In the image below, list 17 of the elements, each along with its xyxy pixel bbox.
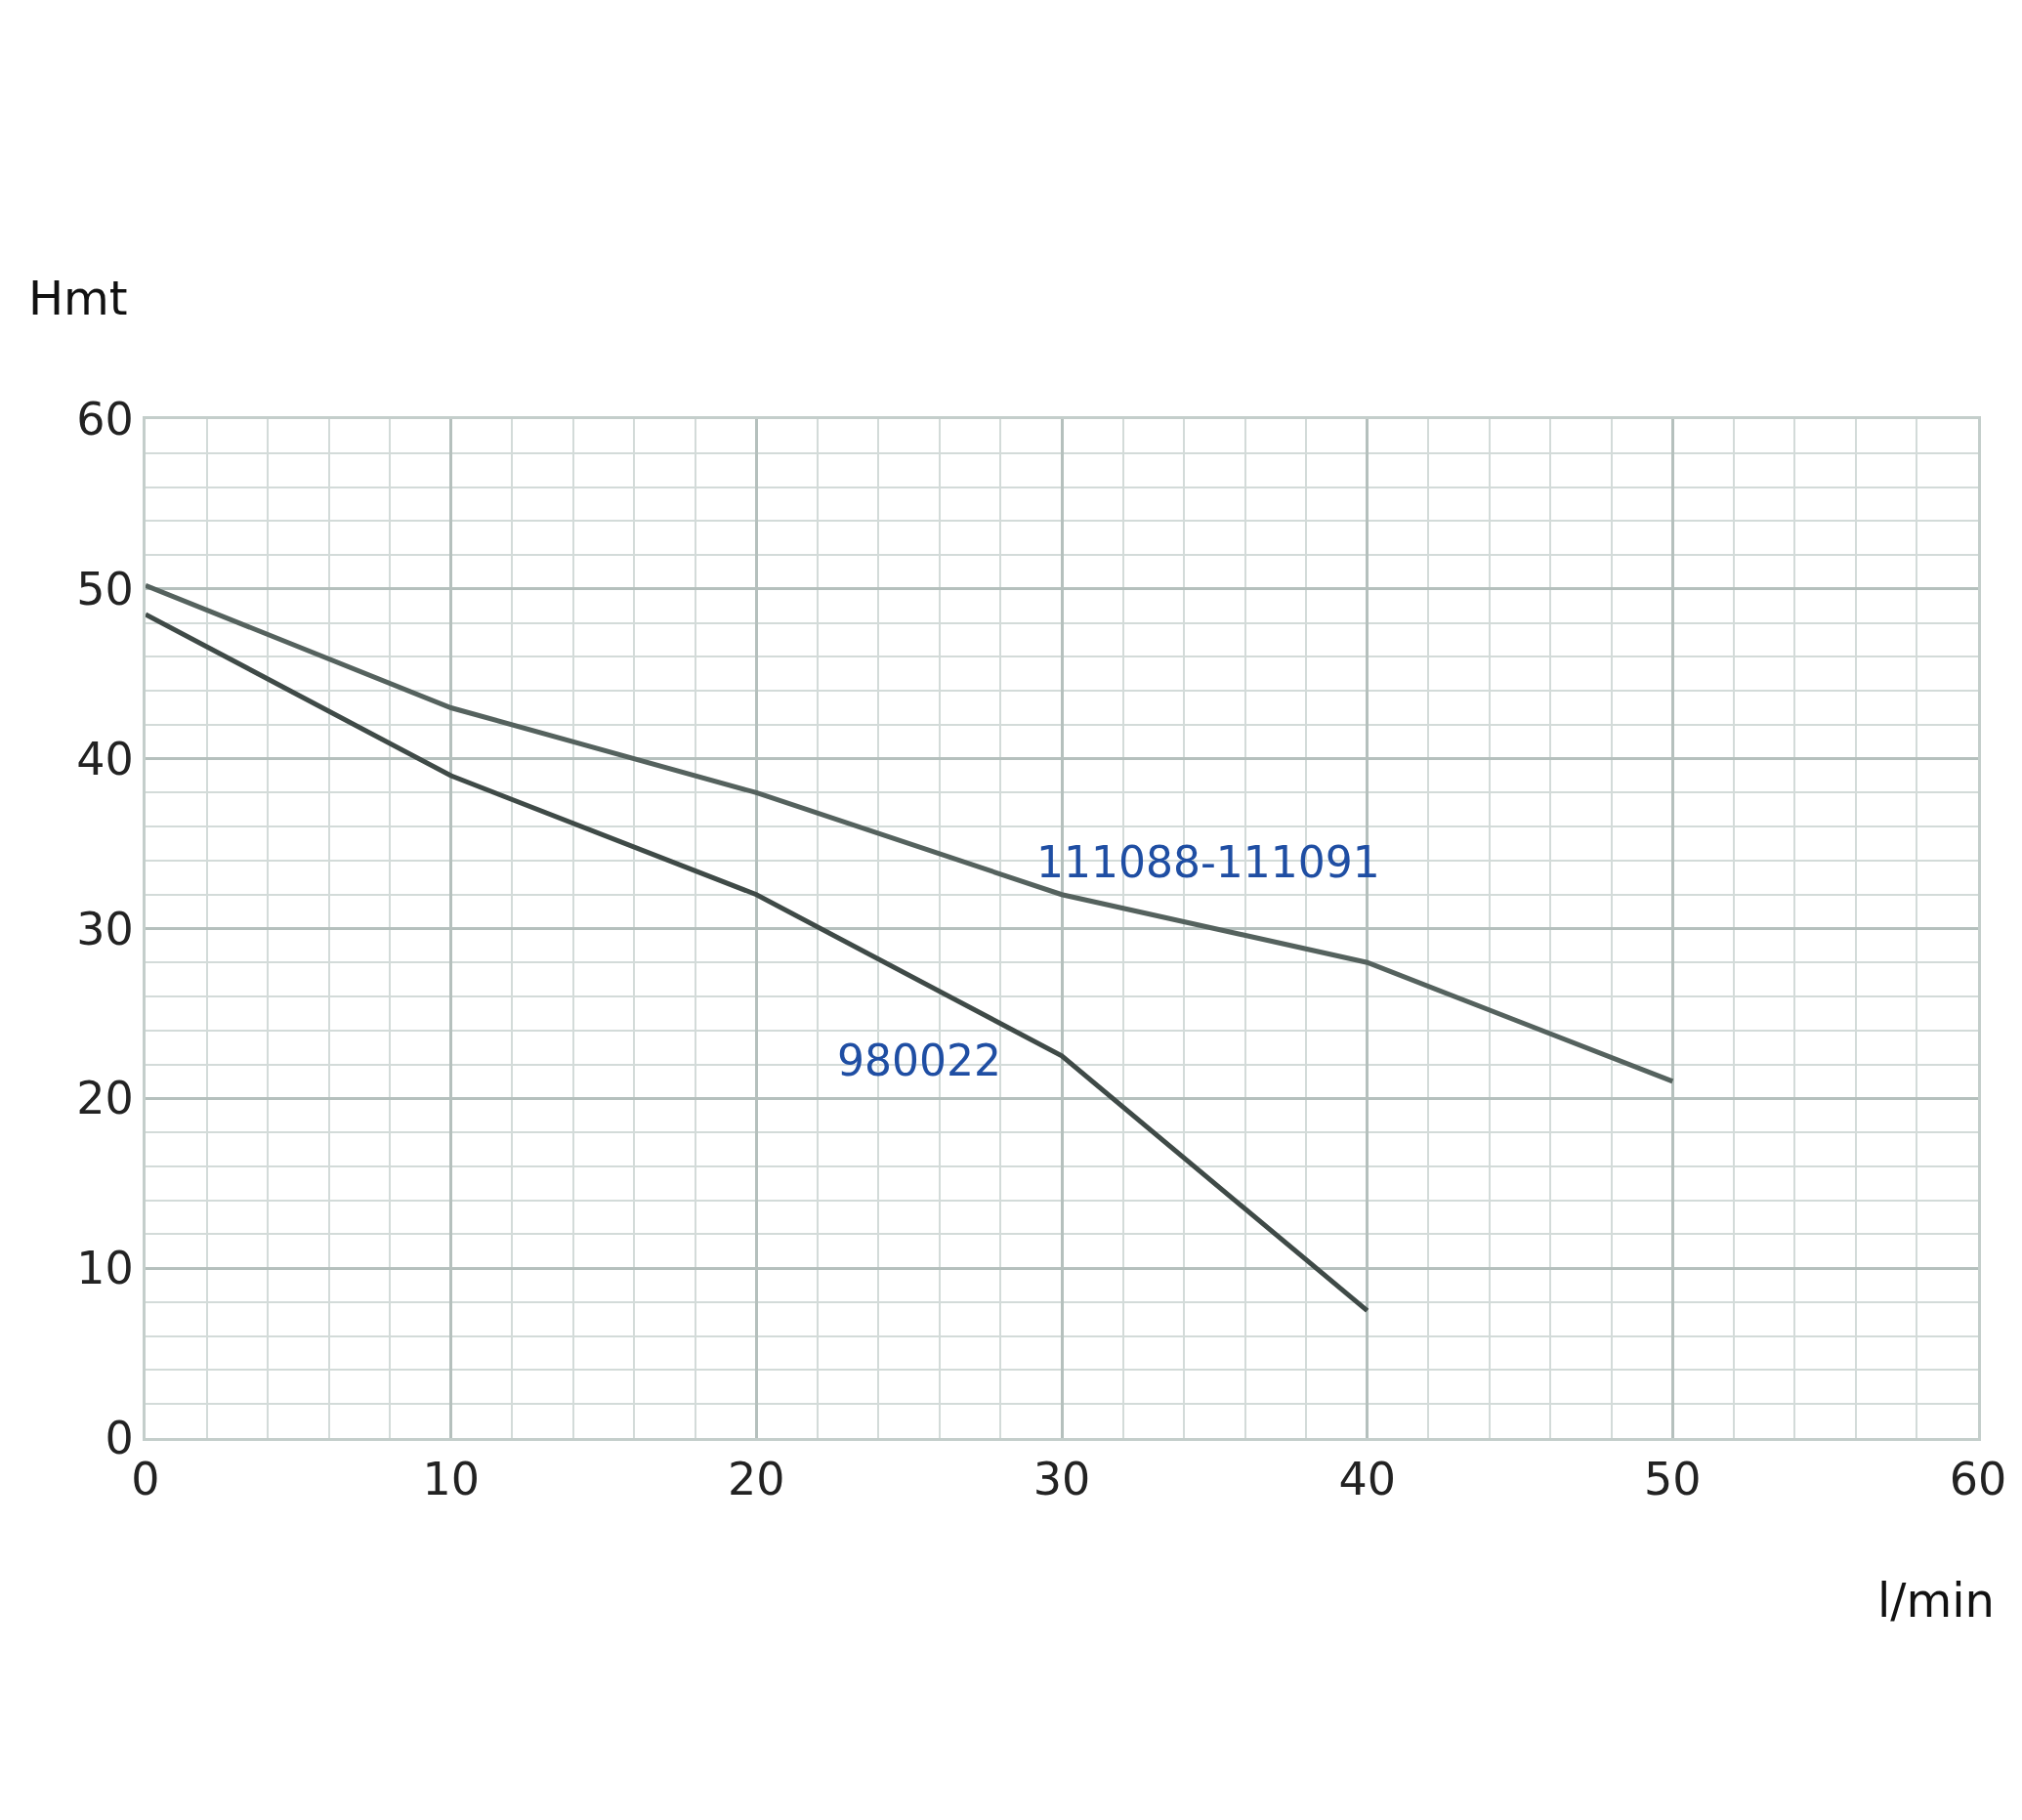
y-tick-label: 10 xyxy=(76,1242,134,1295)
x-tick-label: 20 xyxy=(728,1453,785,1506)
y-tick-label: 50 xyxy=(76,562,134,615)
series-label: 111088-111091 xyxy=(1036,837,1380,887)
x-tick-label: 30 xyxy=(1032,1453,1091,1506)
y-tick-label: 30 xyxy=(76,902,134,955)
x-tick-label: 40 xyxy=(1338,1453,1396,1506)
y-tick-label: 20 xyxy=(76,1072,134,1125)
x-tick-label: 60 xyxy=(1949,1453,2007,1506)
x-tick-label: 50 xyxy=(1644,1453,1702,1506)
y-tick-label: 40 xyxy=(76,732,134,785)
series-label: 980022 xyxy=(837,1036,1001,1085)
y-tick-label: 60 xyxy=(76,393,134,446)
y-tick-label: 0 xyxy=(105,1412,134,1465)
x-axis-title: l/min xyxy=(1877,1573,1996,1628)
y-axis-title: Hmt xyxy=(28,271,128,325)
x-tick-label: 10 xyxy=(422,1453,480,1506)
